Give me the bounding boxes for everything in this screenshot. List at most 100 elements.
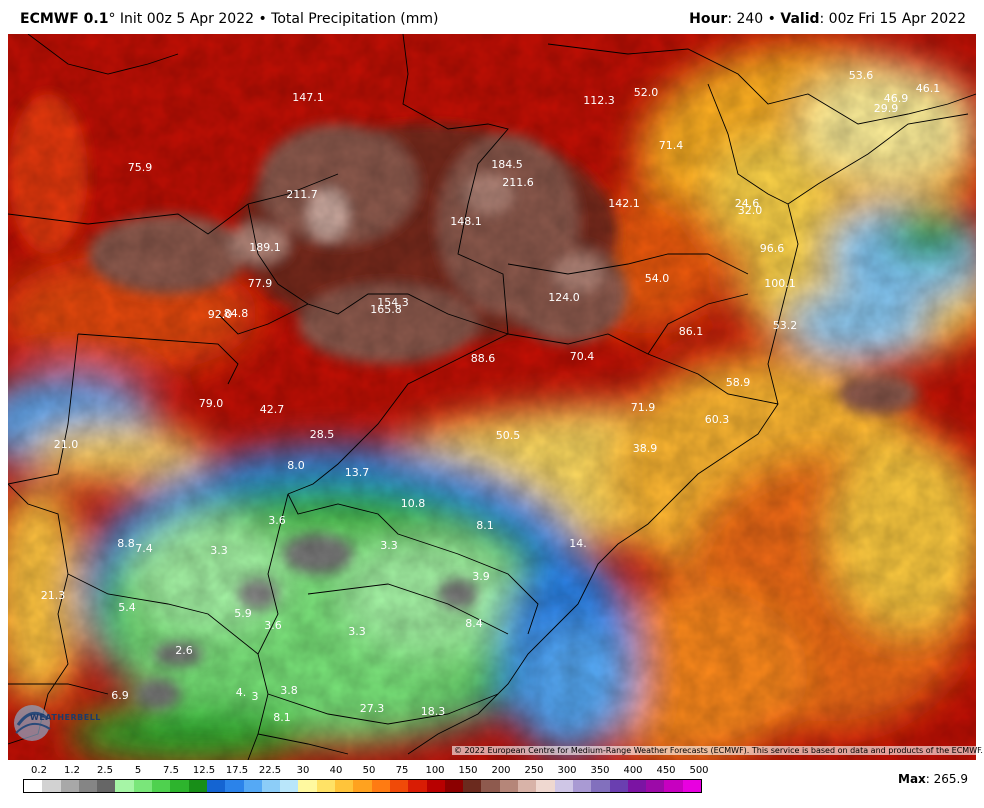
map-value-label: 58.9 [726,376,751,389]
map-value-label: 3 [252,690,259,703]
legend-swatch [225,780,244,792]
map-value-label: 6.9 [111,689,129,702]
map-value-label: 77.9 [248,277,273,290]
legend-swatch [24,780,43,792]
legend-swatch [280,780,299,792]
max-number: : 265.9 [925,772,968,786]
boundaries [8,34,976,760]
map-value-label: 8.1 [273,711,291,724]
map-value-label: 142.1 [608,197,640,210]
legend-colorbar [23,779,702,793]
map-value-label: 53.6 [849,69,874,82]
map-value-label: 21.3 [41,589,66,602]
legend-tick-label: 5 [134,765,142,776]
hour-label: Hour [689,11,728,27]
legend-tick-label: 30 [296,765,310,776]
map-value-label: 21.0 [54,438,79,451]
legend-tick-label: 150 [458,765,478,776]
legend-swatch [646,780,665,792]
legend-swatch [316,780,336,792]
map-value-label: 86.1 [679,325,704,338]
legend-swatch [591,780,610,792]
precipitation-map[interactable]: 147.1 112.3 52.0 53.6 46.9 46.1 29.9 75.9 184.5 2… [8,34,976,760]
map-value-label: 211.7 [286,188,318,201]
map-value-label: 5.4 [118,601,136,614]
legend-tick-label: 17.5 [225,765,249,776]
map-value-label: 92.0 [208,308,233,321]
legend-swatch [408,780,427,792]
legend-swatch [152,780,171,792]
map-value-label: 60.3 [705,413,730,426]
legend-swatch [97,780,116,792]
map-value-label: 53.2 [773,319,798,332]
map-value-label: 29.9 [874,102,899,115]
map-value-label: 24.6 [735,197,760,210]
legend-tick-label: 50 [362,765,376,776]
map-value-label: 3.3 [380,539,398,552]
map-value-label: 13.7 [345,466,370,479]
map-value-label: 28.5 [310,428,335,441]
legend-tick-label: 1.2 [64,765,80,776]
map-value-label: 3.3 [348,625,366,638]
hour-value: : 240 • [727,11,781,27]
legend-tick-label: 250 [524,765,544,776]
map-value-label: 8.1 [476,519,494,532]
legend-tick-label: 7.5 [163,765,179,776]
legend-swatch [481,780,500,792]
map-value-label: 8.0 [287,459,305,472]
map-value-label: 3.6 [268,514,286,527]
init-info: ° Init 00z 5 Apr 2022 • Total Precipitat… [108,11,439,27]
legend-swatch [261,780,281,792]
legend-swatch [60,780,79,792]
texture [8,34,976,760]
map-value-label: 5.9 [234,607,252,620]
legend-tick-label: 0.2 [31,765,47,776]
legend-swatch [115,780,134,792]
legend-swatch [426,780,445,792]
header: ECMWF 0.1° Init 00z 5 Apr 2022 • Total P… [0,0,984,34]
legend-swatch [243,780,262,792]
legend-tick-label: 100 [425,765,445,776]
map-value-label: 148.1 [450,215,482,228]
map-value-label: 3.6 [264,619,282,632]
map-value-label: 75.9 [128,161,153,174]
model-name: ECMWF 0.1 [20,11,109,27]
legend-swatch [335,780,354,792]
title-left: ECMWF 0.1° Init 00z 5 Apr 2022 • Total P… [20,11,438,27]
map-value-label: 165.8 [370,303,402,316]
map-value-label: 70.4 [570,350,595,363]
map-value-label: 50.5 [496,429,521,442]
map-value-label: 100.1 [764,277,796,290]
map-value-label: 7.4 [135,542,153,555]
legend-tick-label: 450 [656,765,676,776]
map-value-label: 71.4 [659,139,684,152]
legend-tick-label: 2.5 [97,765,113,776]
legend-swatch [627,780,647,792]
map-value-label: 4. [236,686,247,699]
legend-swatch [188,780,207,792]
map-value-label: 147.1 [292,91,324,104]
legend-swatch [42,780,61,792]
legend-swatch [609,780,628,792]
legend-swatch [444,780,464,792]
map-value-label: 8.8 [117,537,135,550]
max-value: Max: 265.9 [898,772,968,786]
legend-tick-label: 350 [590,765,610,776]
legend-ticks: 0.2 1.2 2.5 5 7.5 12.5 17.5 22.5 30 40 50 75 100 150 2… [23,765,709,777]
legend-swatch [499,780,519,792]
legend-tick-label: 300 [557,765,577,776]
weatherbell-logo: WEATHERBELL [12,695,102,747]
map-value-label: 14. [569,537,587,550]
map-value-label: 79.0 [199,397,224,410]
map-value-label: 71.9 [631,401,656,414]
legend-tick-label: 200 [491,765,511,776]
legend-swatch [170,780,189,792]
map-value-label: 38.9 [633,442,658,455]
map-value-label: 2.6 [175,644,193,657]
map-value-label: 88.6 [471,352,496,365]
legend-swatch [353,780,372,792]
map-value-label: 32.0 [738,204,763,217]
max-label: Max [898,772,926,786]
legend-swatch [463,780,482,792]
legend-swatch [371,780,390,792]
